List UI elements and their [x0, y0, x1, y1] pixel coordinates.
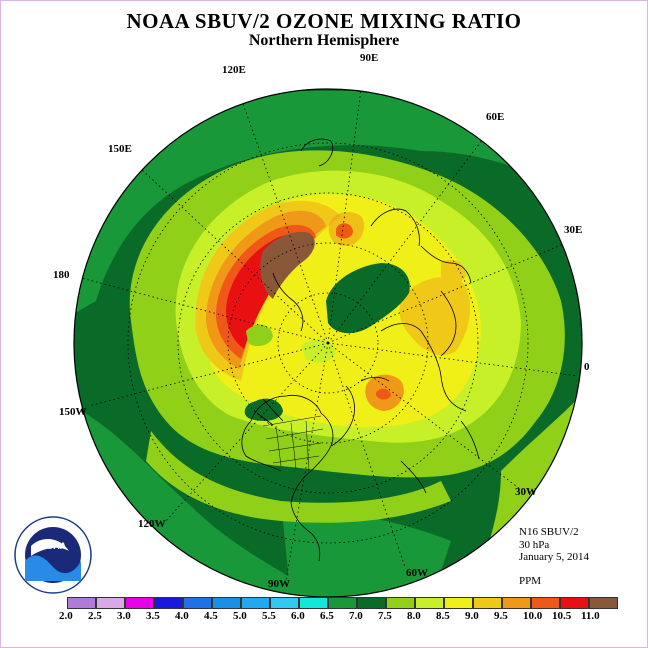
colorbar-tick-label: 6.5	[320, 610, 334, 622]
colorbar-swatch	[415, 597, 444, 609]
colorbar-swatch	[67, 597, 96, 609]
colorbar-swatch	[96, 597, 125, 609]
colorbar-tick-label: 7.0	[349, 610, 363, 622]
map-title: NOAA SBUV/2 OZONE MIXING RATIO	[126, 9, 522, 33]
graticule	[80, 89, 579, 581]
colorbar-swatch	[241, 597, 270, 609]
colorbar-tick-label: 7.5	[378, 610, 392, 622]
lon-label-90e: 90E	[360, 52, 379, 64]
state-borders	[262, 415, 324, 472]
lon-label-150e: 150E	[108, 143, 132, 155]
colorbar-tick-label: 3.5	[146, 610, 160, 622]
colorbar-tick-label: 10.0	[523, 610, 543, 622]
colorbar-tick-label: 4.0	[175, 610, 189, 622]
colorbar-swatch	[154, 597, 183, 609]
colorbar-swatch	[270, 597, 299, 609]
colorbar-swatch	[328, 597, 357, 609]
lon-label-120e: 120E	[222, 64, 246, 76]
colorbar-tick-label: 5.5	[262, 610, 276, 622]
colorbar-tick-label: 8.5	[436, 610, 450, 622]
colorbar-swatch	[386, 597, 415, 609]
colorbar-tick-label: 2.5	[88, 610, 102, 622]
colorbar-swatch	[560, 597, 589, 609]
colorbar-tick-label: 11.0	[581, 610, 600, 622]
colorbar-tick-label: 3.0	[117, 610, 131, 622]
colorbar-swatch	[589, 597, 618, 609]
lon-label-150w: 150W	[59, 406, 87, 418]
colorbar-tick-label: 4.5	[204, 610, 218, 622]
colorbar-swatch	[473, 597, 502, 609]
lon-label-90w: 90W	[268, 578, 290, 590]
colorbar-swatch	[444, 597, 473, 609]
lon-label-0: 0	[584, 361, 590, 373]
date-label: January 5, 2014	[519, 551, 589, 563]
colorbar-tick-label: 5.0	[233, 610, 247, 622]
lon-label-60w: 60W	[406, 567, 428, 579]
lon-label-120w: 120W	[138, 518, 166, 530]
lon-label-180: 180	[53, 269, 70, 281]
instrument-label: N16 SBUV/2	[519, 526, 579, 538]
lon-label-30e: 30E	[564, 224, 583, 236]
level-label: 30 hPa	[519, 539, 550, 551]
map-subtitle: Northern Hemisphere	[248, 32, 400, 49]
colorbar-tick-label: 10.5	[552, 610, 572, 622]
lon-label-60e: 60E	[486, 111, 505, 123]
colorbar-tick-label: 2.0	[59, 610, 73, 622]
units-label: PPM	[519, 575, 542, 587]
colorbar-tick-label: 6.0	[291, 610, 305, 622]
colorbar-swatch	[357, 597, 386, 609]
colorbar-swatch	[531, 597, 560, 609]
noaa-logo: NOAA	[14, 516, 92, 594]
colorbar-swatch	[212, 597, 241, 609]
colorbar-swatch	[502, 597, 531, 609]
lon-label-30w: 30W	[515, 486, 537, 498]
logo-text: NOAA	[40, 541, 67, 551]
colorbar-tick-label: 9.5	[494, 610, 508, 622]
coastlines	[241, 138, 480, 562]
colorbar-swatch	[125, 597, 154, 609]
colorbar-swatch	[299, 597, 328, 609]
colorbar-swatch	[183, 597, 212, 609]
colorbar-tick-label: 8.0	[407, 610, 421, 622]
colorbar-tick-label: 9.0	[465, 610, 479, 622]
